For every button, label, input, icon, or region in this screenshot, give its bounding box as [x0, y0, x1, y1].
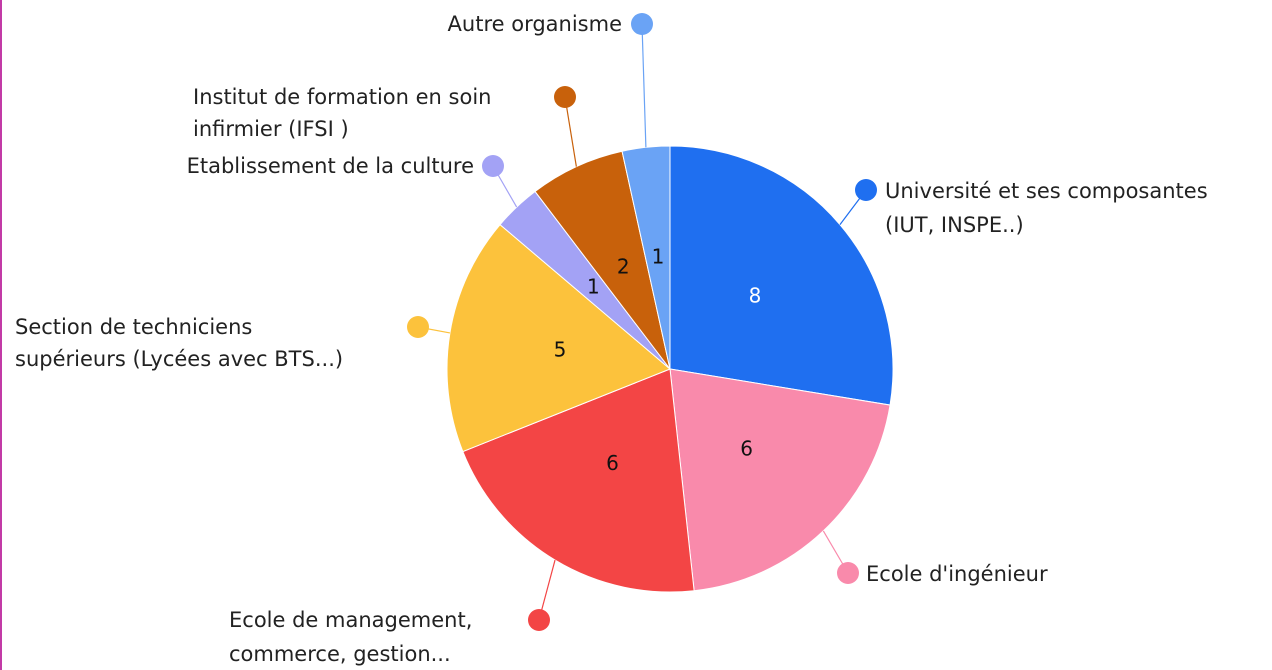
slice-label: Ecole de management,	[229, 608, 472, 632]
leader-line	[564, 96, 577, 167]
pie-slice	[621, 145, 671, 370]
pie-slice	[669, 145, 894, 406]
slice-label: Université et ses composantes	[885, 179, 1208, 203]
legend-dot	[554, 86, 576, 108]
pie-slice	[669, 368, 891, 592]
value-label: 6	[606, 451, 619, 475]
slice-label: (IUT, INSPE..)	[885, 213, 1024, 237]
value-label: 1	[587, 275, 600, 299]
value-label: 8	[749, 283, 762, 307]
legend-dot	[482, 155, 504, 177]
value-label: 1	[652, 245, 665, 269]
slice-label: infirmier (IFSI )	[193, 117, 349, 141]
legend-dot	[631, 13, 653, 35]
slice-label: Section de techniciens	[15, 315, 252, 339]
legend-dot	[407, 316, 429, 338]
slice-label: Etablissement de la culture	[187, 154, 474, 178]
value-label: 5	[554, 337, 567, 361]
slice-label: Institut de formation en soin	[193, 85, 491, 109]
value-label: 6	[740, 436, 753, 460]
slice-label: Autre organisme	[448, 12, 622, 36]
slice-label: supérieurs (Lycées avec BTS...)	[15, 347, 343, 371]
value-label: 2	[617, 254, 630, 278]
slice-label: commerce, gestion...	[229, 642, 451, 666]
slice-label: Ecole d'ingénieur	[866, 562, 1048, 586]
legend-dot	[837, 562, 859, 584]
legend-dot	[855, 179, 877, 201]
leader-line	[641, 23, 647, 148]
legend-dot	[528, 609, 550, 631]
